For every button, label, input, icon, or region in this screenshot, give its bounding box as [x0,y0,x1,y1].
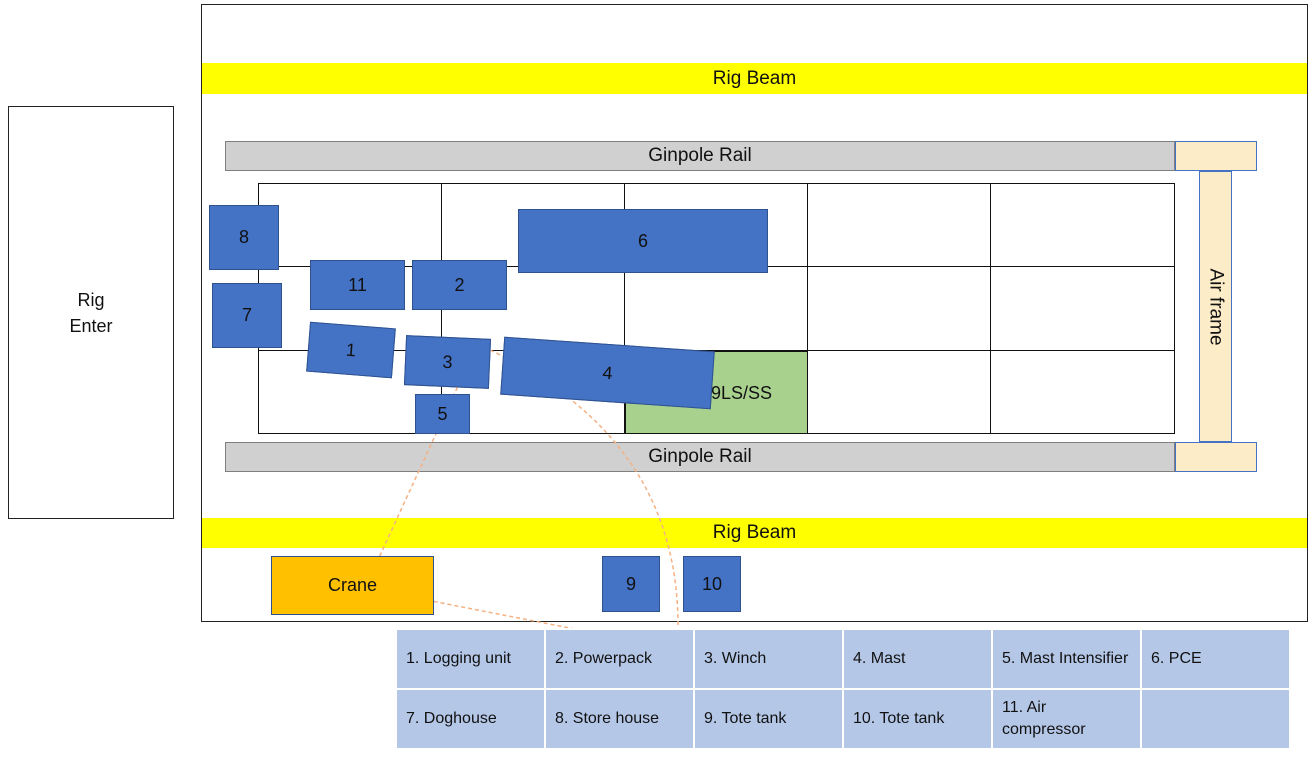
legend-row: 1. Logging unit 2. Powerpack 3. Winch 4.… [397,630,1289,688]
air-frame-cap-top [1175,141,1257,171]
grid-line [624,183,625,434]
legend-cell: 11. Air compressor [993,690,1140,748]
grid-line [258,350,1175,351]
rig-enter-label: Rig Enter [69,289,113,336]
legend-cell: 5. Mast Intensifier [993,630,1140,688]
equipment-6-pce: 6 [518,209,768,273]
legend-cell: 6. PCE [1142,630,1289,688]
rig-area [201,4,1308,622]
air-frame: Air frame [1199,171,1232,442]
equipment-11-air-compressor: 11 [310,260,405,310]
ginpole-rail-bottom: Ginpole Rail [225,442,1175,472]
equipment-1-logging-unit: 1 [306,321,396,379]
grid-line [807,183,808,434]
legend-cell: 2. Powerpack [546,630,693,688]
ginpole-rail-top-label: Ginpole Rail [648,145,752,166]
legend-cell: 3. Winch [695,630,842,688]
legend-cell [1142,690,1289,748]
ginpole-rail-top: Ginpole Rail [225,141,1175,171]
equipment-9-tote-tank: 9 [602,556,660,612]
ginpole-rail-bottom-label: Ginpole Rail [648,446,752,467]
rig-beam-top: Rig Beam [202,63,1307,94]
legend-cell: 10. Tote tank [844,690,991,748]
rig-beam-bottom-label: Rig Beam [712,522,797,543]
legend-cell: 9. Tote tank [695,690,842,748]
equipment-2-powerpack: 2 [412,260,507,310]
well-zone-label: 9LS/SS [711,383,773,403]
grid-line [990,183,991,434]
rig-enter-box: Rig Enter [8,106,174,519]
equipment-5-mast-intensifier: 5 [415,394,470,434]
legend-row: 7. Doghouse 8. Store house 9. Tote tank … [397,690,1289,748]
equipment-7-doghouse: 7 [212,283,282,348]
legend-table: 1. Logging unit 2. Powerpack 3. Winch 4.… [395,628,1291,750]
crane-path-arc [489,349,679,631]
equipment-10-tote-tank: 10 [683,556,741,612]
rig-beam-top-label: Rig Beam [712,67,797,89]
legend-cell: 8. Store house [546,690,693,748]
legend-cell: 1. Logging unit [397,630,544,688]
crane-box: Crane [271,556,434,615]
equipment-8-store-house: 8 [209,205,279,270]
crane-label: Crane [327,575,378,595]
equipment-3-winch: 3 [403,335,492,389]
air-frame-cap-bottom [1175,442,1257,472]
legend-cell: 4. Mast [844,630,991,688]
legend-cell: 7. Doghouse [397,690,544,748]
